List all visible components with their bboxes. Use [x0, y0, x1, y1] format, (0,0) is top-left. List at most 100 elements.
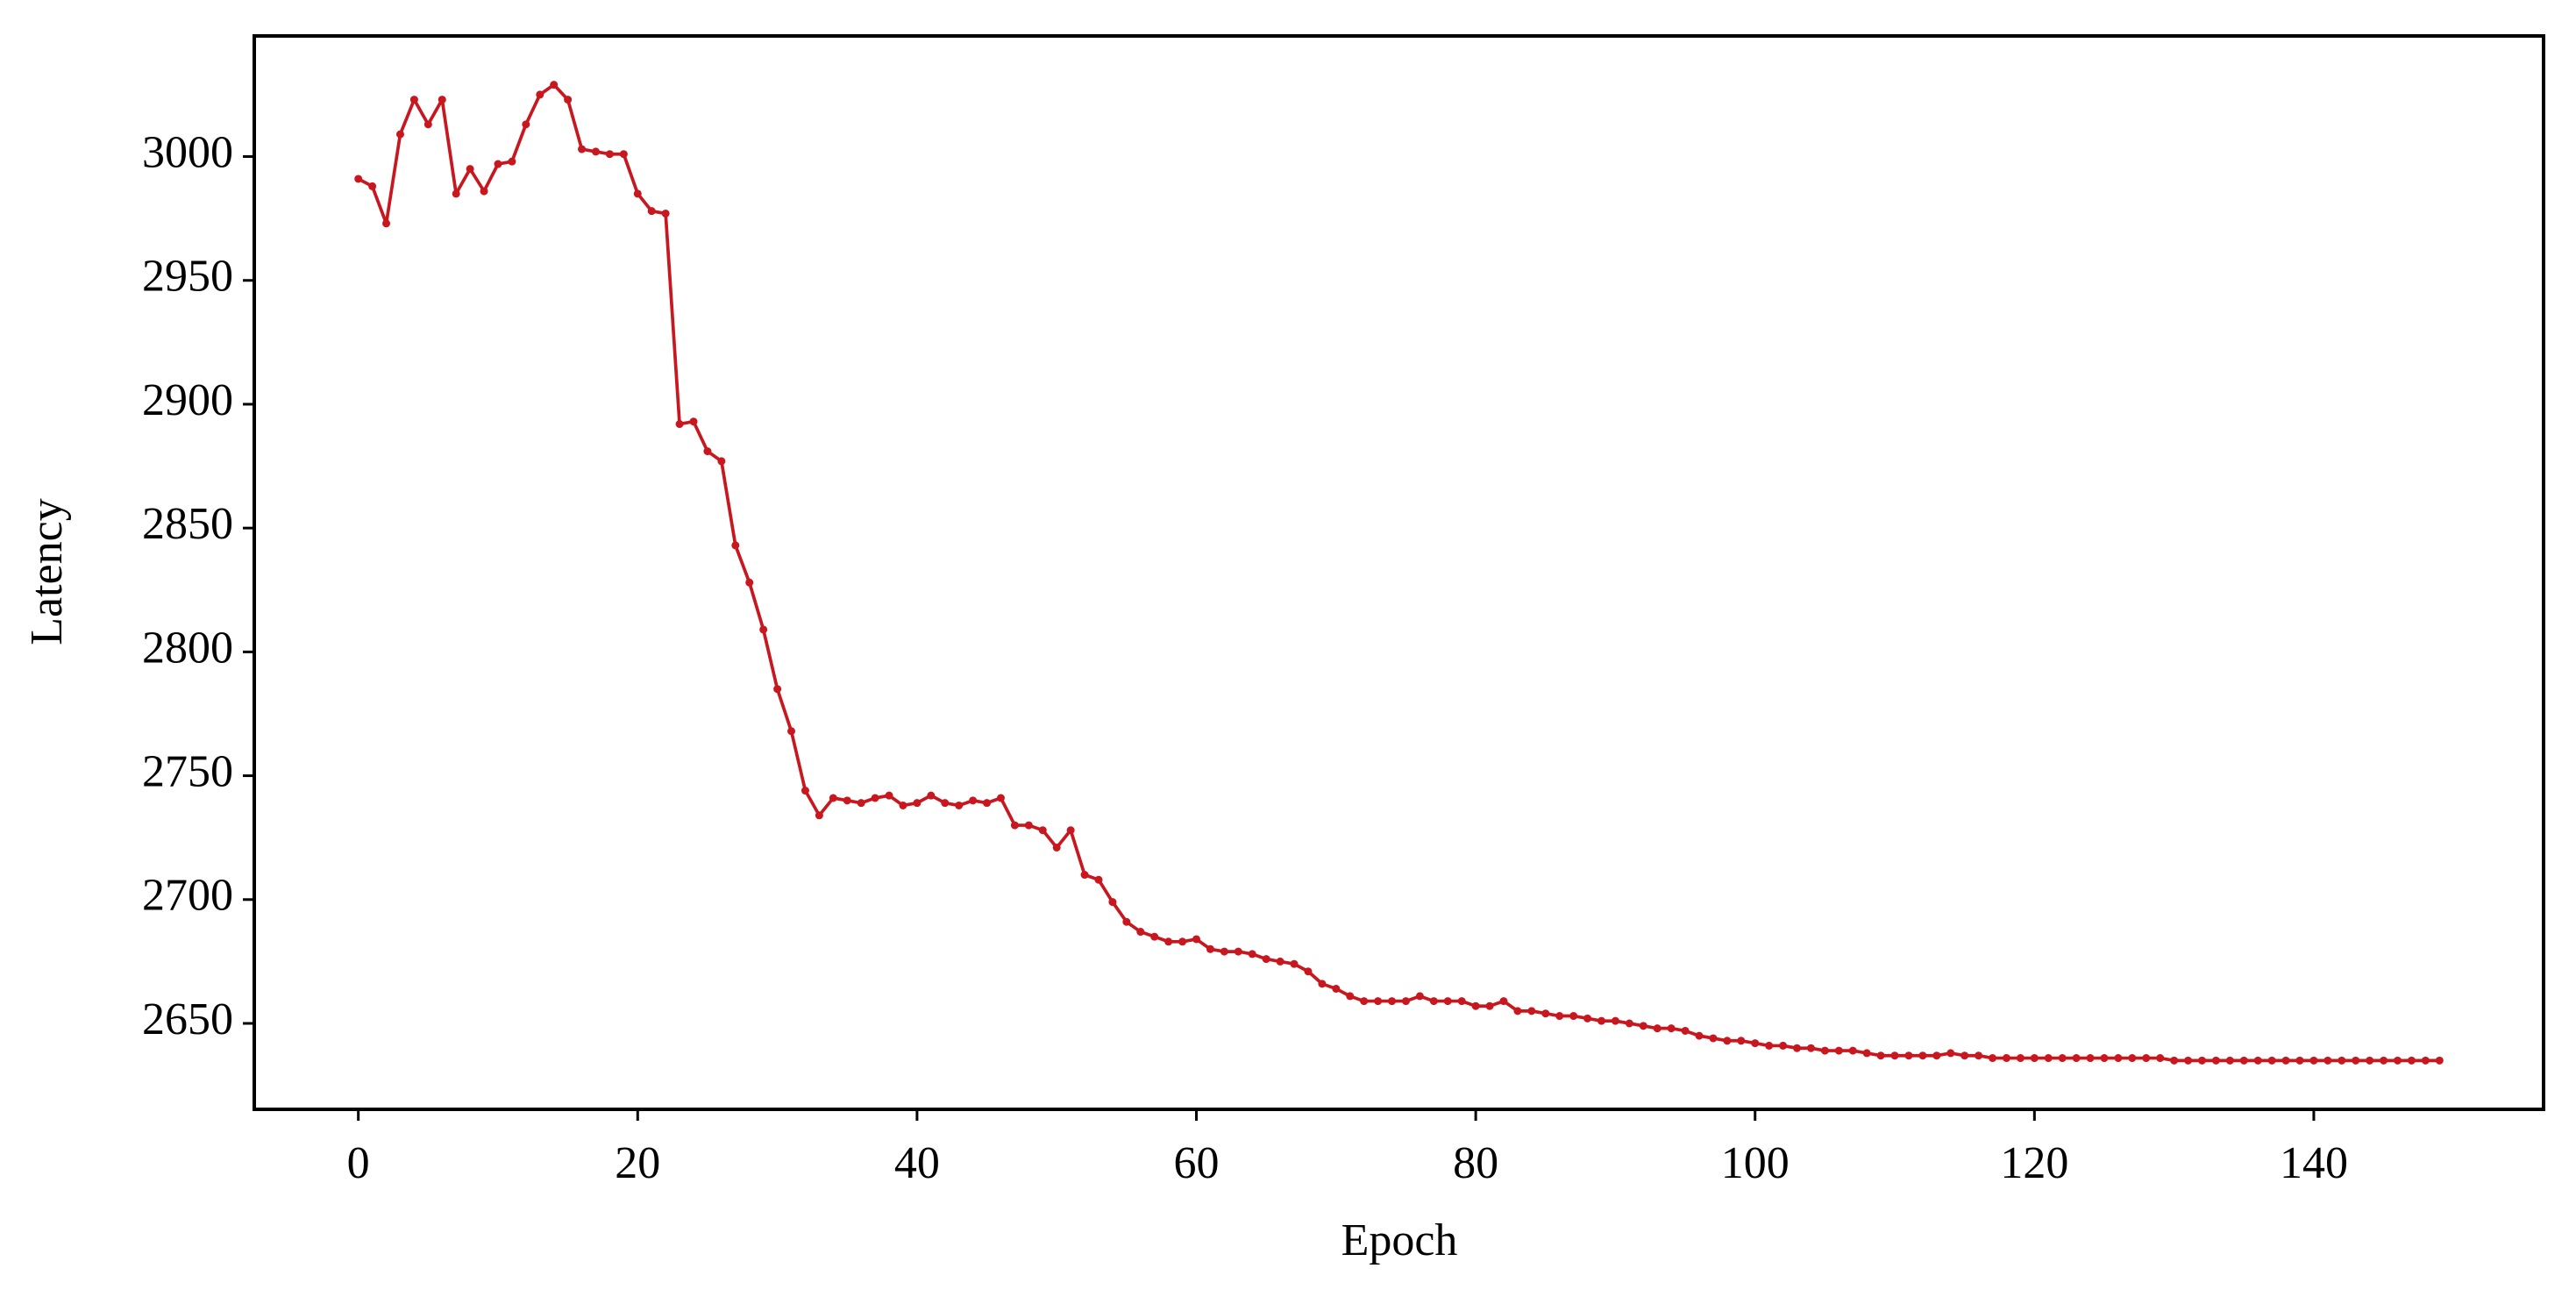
data-point — [1401, 997, 1410, 1006]
data-point — [899, 801, 907, 809]
data-point — [2323, 1056, 2332, 1065]
data-point — [1094, 875, 1103, 884]
data-point — [550, 81, 559, 89]
data-point — [2225, 1056, 2234, 1065]
data-point — [1890, 1051, 1899, 1060]
data-point — [703, 447, 712, 456]
data-point — [452, 189, 460, 198]
data-point — [2394, 1056, 2402, 1065]
data-point — [857, 799, 865, 808]
data-point — [2170, 1056, 2179, 1065]
data-point — [661, 209, 670, 217]
data-point — [759, 625, 768, 634]
data-point — [815, 811, 823, 820]
data-point — [1723, 1037, 1732, 1045]
data-point — [494, 160, 502, 168]
data-point — [633, 189, 642, 198]
data-point — [843, 796, 851, 805]
data-point — [1332, 984, 1341, 993]
data-point — [1527, 1007, 1536, 1016]
data-point — [1276, 957, 1284, 966]
data-point — [2184, 1056, 2193, 1065]
data-point — [647, 207, 656, 216]
data-point — [717, 457, 726, 466]
data-line — [357, 82, 2440, 1063]
data-point — [1122, 917, 1131, 926]
data-point — [2295, 1056, 2304, 1065]
data-point — [2198, 1056, 2207, 1065]
data-point — [1918, 1051, 1927, 1060]
y-tick-label: 2750 — [142, 747, 233, 797]
x-axis-label: Epoch — [1341, 1215, 1458, 1265]
data-point — [1262, 955, 1270, 964]
data-point — [2156, 1054, 2165, 1063]
data-point — [969, 796, 978, 805]
data-point — [409, 96, 418, 104]
data-point — [2380, 1056, 2388, 1065]
data-point — [1793, 1044, 1802, 1052]
data-point — [1989, 1054, 1997, 1063]
data-point — [983, 799, 992, 808]
data-point — [2142, 1054, 2151, 1063]
data-point — [745, 578, 754, 587]
data-point — [1024, 821, 1033, 830]
data-point — [522, 120, 530, 129]
data-point — [1471, 1001, 1480, 1010]
data-point — [1346, 992, 1355, 1001]
data-point — [2100, 1054, 2109, 1063]
data-point — [1052, 843, 1061, 852]
data-point — [675, 420, 684, 429]
x-tick-label: 120 — [2000, 1138, 2068, 1188]
data-point — [885, 791, 893, 800]
data-point — [1583, 1014, 1592, 1023]
data-point — [1667, 1024, 1676, 1033]
data-point — [382, 219, 391, 228]
data-point — [1010, 821, 1019, 830]
y-tick-label: 2900 — [142, 375, 233, 425]
data-point — [1681, 1026, 1690, 1035]
data-point — [395, 130, 404, 139]
data-point — [1639, 1022, 1647, 1030]
data-point — [2002, 1054, 2010, 1063]
data-point — [871, 794, 879, 802]
data-point — [1862, 1049, 1871, 1058]
data-point — [2421, 1056, 2430, 1065]
data-point — [1513, 1007, 1522, 1016]
data-point — [2435, 1056, 2444, 1065]
x-tick-label: 80 — [1453, 1138, 1498, 1188]
data-point — [913, 799, 922, 808]
data-point — [1164, 937, 1173, 946]
data-point — [1318, 980, 1327, 988]
y-tick-label: 3000 — [142, 127, 233, 177]
data-point — [1080, 871, 1089, 880]
data-point — [1904, 1051, 1913, 1060]
data-point — [1429, 997, 1438, 1006]
data-point — [2072, 1054, 2081, 1063]
data-point — [354, 175, 363, 183]
data-point — [466, 165, 474, 174]
data-point — [689, 417, 698, 426]
data-point — [480, 187, 488, 196]
data-point — [1360, 997, 1369, 1006]
data-point — [423, 120, 432, 129]
data-point — [536, 90, 544, 99]
data-point — [1611, 1016, 1619, 1025]
data-point — [1220, 947, 1228, 956]
y-tick-label: 2850 — [142, 499, 233, 549]
data-point — [996, 794, 1005, 802]
data-point — [2086, 1054, 2095, 1063]
x-tick-label: 100 — [1721, 1138, 1790, 1188]
data-point — [2016, 1054, 2025, 1063]
data-point — [2338, 1056, 2346, 1065]
data-point — [2309, 1056, 2318, 1065]
y-tick-label: 2950 — [142, 252, 233, 302]
data-point — [941, 799, 950, 808]
data-point — [1206, 944, 1214, 953]
data-point — [2058, 1054, 2067, 1063]
data-point — [1066, 826, 1075, 835]
data-point — [1038, 826, 1047, 835]
data-point — [2239, 1056, 2248, 1065]
data-point — [578, 145, 587, 153]
data-point — [1248, 950, 1256, 958]
